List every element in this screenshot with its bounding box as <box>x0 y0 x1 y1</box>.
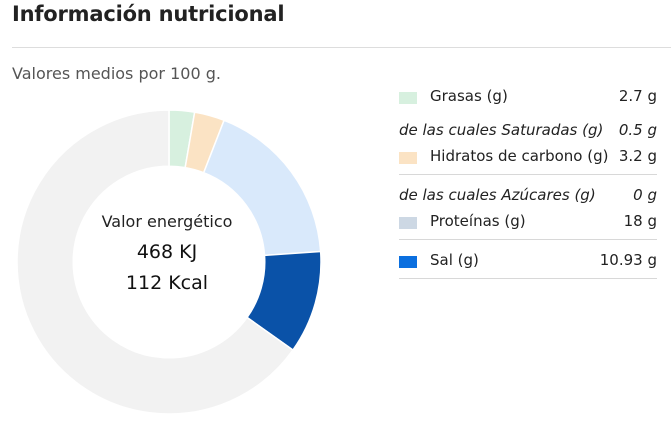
proteinas-swatch <box>399 217 417 229</box>
legend-row-azucares: de las cuales Azúcares (g) 0 g <box>399 183 657 209</box>
saturadas-label: de las cuales Saturadas (g) <box>399 121 604 139</box>
legend-row-saturadas: de las cuales Saturadas (g) 0.5 g <box>399 118 657 144</box>
proteinas-value: 18 g <box>623 212 657 230</box>
subtitle: Valores medios por 100 g. <box>12 64 221 83</box>
legend-row-hidratos: Hidratos de carbono (g) 3.2 g <box>399 144 657 170</box>
sal-value: 10.93 g <box>599 251 657 269</box>
sal-swatch <box>399 256 417 268</box>
donut-slice-resto <box>16 109 294 415</box>
sal-label: Sal (g) <box>430 251 479 269</box>
energy-summary: Valor energético 468 KJ 112 Kcal <box>67 212 267 294</box>
grasas-label: Grasas (g) <box>430 87 508 105</box>
grasas-value: 2.7 g <box>618 87 657 105</box>
hidratos-label: Hidratos de carbono (g) <box>430 147 609 165</box>
legend-row-sal: Sal (g) 10.93 g <box>399 248 657 274</box>
legend-divider <box>399 239 657 240</box>
legend-divider <box>399 278 657 279</box>
proteinas-label: Proteínas (g) <box>430 212 526 230</box>
legend-divider <box>399 174 657 175</box>
hidratos-value: 3.2 g <box>618 147 657 165</box>
legend-row-grasas: Grasas (g) 2.7 g <box>399 84 657 110</box>
nutrition-donut-chart <box>16 109 322 415</box>
legend-row-proteinas: Proteínas (g) 18 g <box>399 209 657 235</box>
energy-label: Valor energético <box>101 212 233 231</box>
azucares-value: 0 g <box>633 186 657 204</box>
saturadas-value: 0.5 g <box>618 121 657 139</box>
title-divider <box>12 47 671 48</box>
azucares-label: de las cuales Azúcares (g) <box>399 186 596 204</box>
nutrition-legend: Grasas (g) 2.7 g de las cuales Saturadas… <box>399 84 657 287</box>
grasas-swatch <box>399 92 417 104</box>
energy-kj: 468 KJ <box>136 241 198 263</box>
page-title: Información nutricional <box>12 2 285 26</box>
energy-kcal: 112 Kcal <box>125 272 209 294</box>
hidratos-swatch <box>399 152 417 164</box>
